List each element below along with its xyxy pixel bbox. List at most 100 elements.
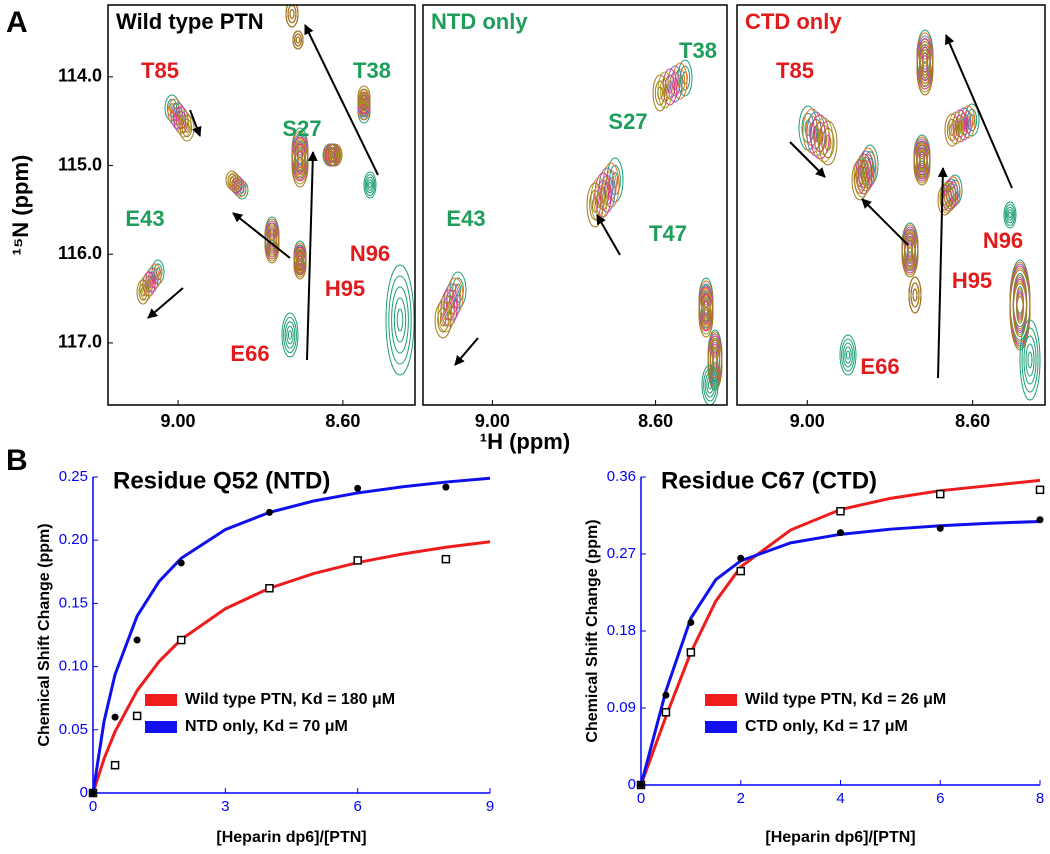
shift-arrow — [789, 141, 826, 178]
x-tick-label: 2 — [737, 790, 745, 807]
peak-contour — [291, 142, 309, 188]
peak-contour — [281, 312, 299, 358]
x-tick-label: 8 — [1036, 790, 1044, 807]
data-point — [836, 506, 845, 516]
chart-title: Residue C67 (CTD) — [661, 467, 877, 494]
peak-contour — [283, 316, 297, 354]
peak-contour — [1007, 209, 1013, 221]
peak-contour — [698, 292, 714, 338]
data-point — [132, 711, 142, 721]
shift-arrow — [596, 214, 621, 256]
y-tick-label: 116.0 — [58, 243, 102, 263]
peak-contour — [1005, 206, 1015, 224]
legend-swatch — [145, 694, 177, 706]
peak-contour — [701, 364, 719, 405]
x-axis-label: [Heparin dp6]/[PTN] — [765, 829, 915, 846]
residue-label: H95 — [952, 268, 992, 293]
peak-contour — [388, 275, 412, 365]
peak-contour — [393, 297, 407, 343]
peak-contour — [295, 36, 301, 44]
data-point — [441, 554, 451, 564]
peak-contour — [918, 157, 926, 173]
peak-contour — [1012, 282, 1028, 338]
peak-contour — [704, 372, 716, 398]
spectrum-title: NTD only — [431, 9, 528, 34]
peak-contour — [229, 176, 235, 184]
spectrum-area — [434, 59, 723, 405]
legend-swatch — [705, 694, 737, 706]
x-axis-label: [Heparin dp6]/[PTN] — [216, 829, 366, 846]
x-tick-label: 9.00 — [475, 411, 510, 431]
fit-curve — [639, 519, 1041, 786]
peak-contour — [916, 44, 934, 96]
peak-contour — [707, 380, 713, 390]
peak-contour — [845, 350, 851, 360]
data-point — [662, 691, 670, 699]
y-axis-label: ¹⁵N (ppm) — [8, 155, 33, 256]
peak-contour — [184, 123, 190, 133]
y-tick-label: 0.18 — [607, 622, 636, 639]
plot-frame — [107, 4, 416, 406]
peak-contour — [332, 150, 338, 160]
peak-contour — [707, 339, 723, 391]
shift-arrow — [944, 34, 1013, 189]
peak-contour — [657, 86, 663, 100]
peak-contour — [904, 239, 916, 271]
y-axis-label: Chemical Shift Change (ppm) — [36, 523, 53, 746]
residue-label: E66 — [860, 354, 899, 379]
data-point — [637, 781, 645, 789]
peak-contour — [264, 226, 280, 264]
peak-contour — [368, 181, 372, 189]
data-point — [736, 566, 745, 576]
peak-contour — [365, 176, 375, 194]
peak-contour — [138, 283, 148, 301]
peak-contour — [1019, 319, 1041, 401]
peak-contour — [901, 232, 919, 278]
peak-contour — [295, 255, 305, 275]
peak-contour — [674, 68, 686, 94]
peak-contour — [703, 307, 709, 323]
peak-contour — [286, 325, 294, 345]
spectrum-title: CTD only — [745, 9, 842, 34]
data-point — [936, 524, 944, 532]
data-point — [176, 635, 186, 645]
shift-arrow — [861, 198, 909, 246]
peak-contour — [357, 85, 371, 109]
data-point — [661, 708, 671, 717]
peak-contour — [700, 299, 712, 331]
y-tick-label: 0 — [80, 784, 88, 801]
peak-contour — [181, 118, 193, 138]
data-point — [1035, 485, 1045, 495]
x-tick-label: 8.60 — [325, 411, 360, 431]
legend-label: CTD only, Kd = 17 μM — [745, 718, 908, 735]
peak-contour — [363, 171, 377, 199]
x-tick-label: 8.60 — [638, 411, 673, 431]
peak-contour — [595, 192, 603, 208]
peak-contour — [842, 342, 854, 368]
legend-label: Wild type PTN, Kd = 180 μM — [185, 691, 395, 708]
peak-contour — [949, 124, 955, 136]
data-point — [354, 484, 362, 492]
peak-contour — [703, 368, 717, 402]
shift-arrow — [147, 287, 184, 319]
peak-contour — [664, 74, 676, 100]
shift-arrow — [937, 167, 948, 379]
residue-label: S27 — [282, 116, 321, 141]
x-tick-label: 8.60 — [955, 411, 990, 431]
fit-curve — [91, 476, 491, 794]
peak-contour — [659, 77, 671, 103]
peak-contour — [606, 157, 624, 203]
peak-contour — [287, 5, 297, 24]
peak-contour — [839, 334, 857, 376]
y-tick-label: 0.15 — [59, 594, 88, 611]
peak-contour — [1008, 211, 1012, 219]
y-tick-label: 0.25 — [59, 468, 88, 485]
peak-contour — [396, 308, 404, 332]
peak-contour — [669, 71, 681, 97]
data-point — [177, 559, 185, 567]
peak-contour — [919, 52, 931, 88]
peak-contour — [1027, 351, 1033, 369]
peak-contour — [818, 120, 838, 166]
peak-contour — [912, 288, 918, 302]
